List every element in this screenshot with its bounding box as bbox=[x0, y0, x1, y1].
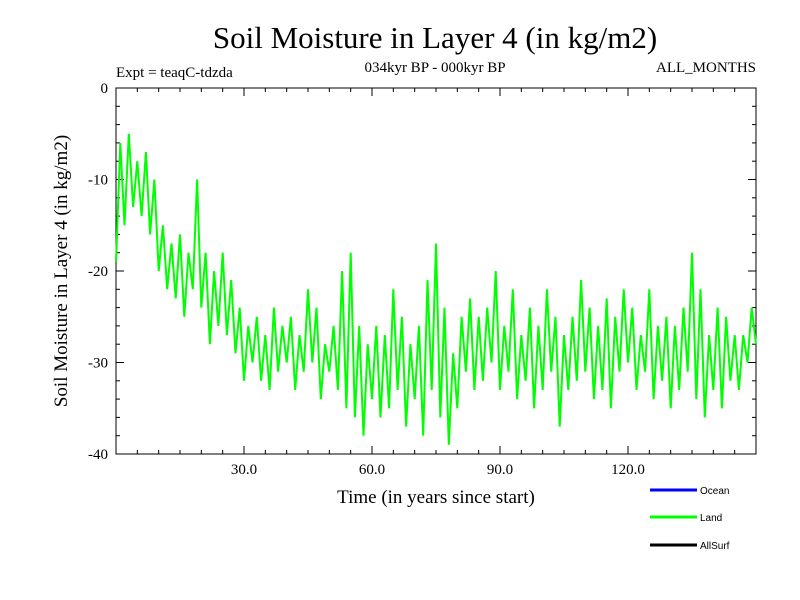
chart-title: Soil Moisture in Layer 4 (in kg/m2) bbox=[213, 20, 657, 55]
x-tick-label: 90.0 bbox=[487, 462, 513, 478]
y-axis: 0 -10 -20 -30 -40 bbox=[88, 81, 756, 463]
y-tick-label: -30 bbox=[88, 356, 108, 372]
experiment-label: Expt = teaqC-tdzda bbox=[116, 65, 233, 81]
x-tick-label: 60.0 bbox=[359, 462, 385, 478]
x-tick-label: 30.0 bbox=[231, 462, 257, 478]
legend-ocean-label: Ocean bbox=[700, 486, 729, 497]
time-range-label: 034kyr BP - 000kyr BP bbox=[364, 60, 505, 76]
land-series-line bbox=[115, 133, 757, 445]
y-axis-title: Soil Moisture in Layer 4 (in kg/m2) bbox=[51, 135, 72, 407]
x-axis-title: Time (in years since start) bbox=[337, 487, 535, 508]
y-tick-label: -40 bbox=[88, 447, 108, 463]
x-tick-label: 120.0 bbox=[611, 462, 645, 478]
legend-allsurf-label: AllSurf bbox=[700, 541, 730, 552]
y-tick-label: -10 bbox=[88, 173, 108, 189]
y-tick-label: -20 bbox=[88, 264, 108, 280]
y-tick-label: 0 bbox=[101, 81, 109, 97]
legend-land-label: Land bbox=[700, 513, 722, 524]
months-label: ALL_MONTHS bbox=[656, 60, 756, 76]
x-axis: 30.0 60.0 90.0 120.0 bbox=[136, 88, 736, 478]
legend: Ocean Land AllSurf bbox=[650, 486, 730, 552]
